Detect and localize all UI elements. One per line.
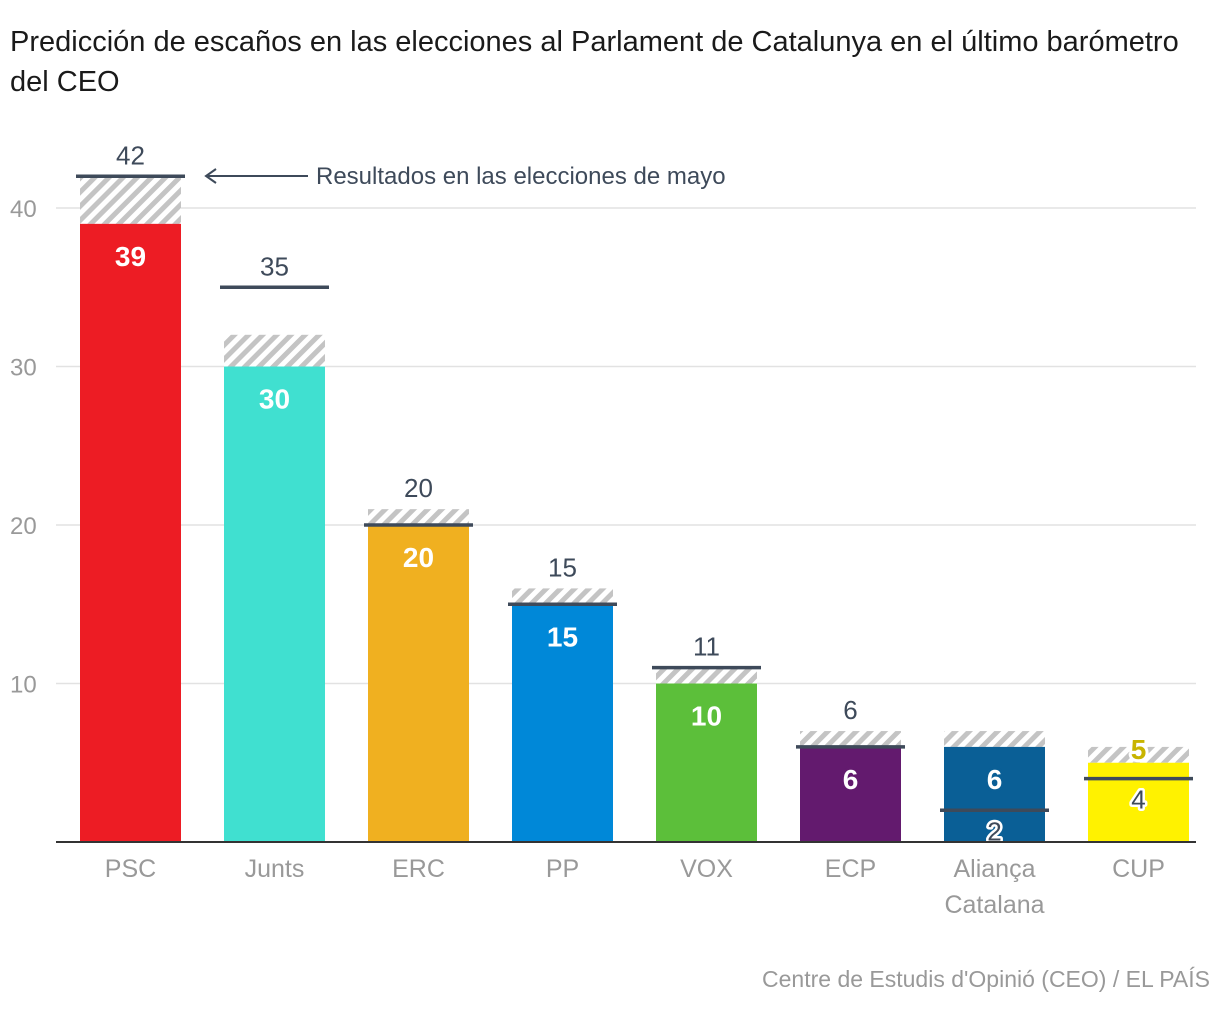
range-band-ecp (800, 731, 901, 747)
category-label-line: CUP (1112, 855, 1165, 883)
category-label-cup: CUP (1112, 855, 1165, 883)
source-credit: Centre de Estudis d'Opinió (CEO) / EL PA… (762, 966, 1210, 992)
range-band-alian-a-catalana (944, 731, 1045, 747)
category-label-ecp: ECP (825, 855, 876, 883)
y-tick-label-40: 40 (10, 196, 37, 223)
range-band-pp (512, 588, 613, 605)
last-election-label-cup: 4 (1131, 785, 1145, 815)
range-band-erc (368, 509, 469, 525)
category-label-line: Catalana (944, 891, 1044, 919)
range-band-junts (224, 334, 325, 367)
annotation-arrow-head (204, 168, 217, 184)
annotation-text: Resultados en las elecciones de mayo (316, 163, 726, 190)
range-band-vox (656, 667, 757, 684)
predicted-label-alian-a-catalana: 6 (987, 764, 1003, 795)
range-band-psc (80, 176, 181, 224)
last-election-label-alian-a-catalana: 2 (987, 816, 1001, 846)
category-label-erc: ERC (392, 855, 445, 883)
category-label-psc: PSC (105, 855, 156, 883)
last-election-label-ecp: 6 (843, 695, 857, 725)
last-election-label-erc: 20 (404, 473, 433, 503)
predicted-label-vox: 10 (691, 701, 722, 732)
bar-junts (224, 366, 325, 842)
last-election-label-junts: 35 (260, 251, 289, 281)
last-election-label-vox: 11 (693, 632, 720, 662)
chart-title: Predicción de escaños en las elecciones … (10, 26, 1179, 98)
predicted-label-junts: 30 (259, 384, 290, 415)
predicted-label-psc: 39 (115, 241, 146, 272)
bar-ecp (800, 746, 901, 842)
range-band-cup (1088, 746, 1189, 763)
last-election-label-psc: 42 (116, 140, 145, 170)
category-label-line: PSC (105, 855, 156, 883)
category-label-line: Aliança (954, 855, 1036, 883)
category-label-vox: VOX (680, 855, 733, 883)
predicted-label-pp: 15 (547, 621, 578, 652)
category-label-pp: PP (546, 855, 579, 883)
bar-psc (80, 223, 181, 843)
category-label-line: PP (546, 855, 579, 883)
bar-erc (368, 525, 469, 842)
y-tick-label-10: 10 (10, 672, 37, 699)
predicted-label-erc: 20 (403, 542, 434, 573)
predicted-label-ecp: 6 (843, 764, 859, 795)
bar-alian-a-catalana (944, 746, 1045, 842)
category-label-junts: Junts (245, 855, 305, 883)
category-label-line: ECP (825, 855, 876, 883)
predicted-label-cup: 5 (1131, 734, 1147, 765)
category-label-line: VOX (680, 855, 733, 883)
bar-pp (512, 604, 613, 842)
y-tick-label-20: 20 (10, 513, 37, 540)
category-label-alian-a-catalana: Aliança Catalana (944, 855, 1044, 919)
category-label-line: Junts (245, 855, 305, 883)
bar-vox (656, 683, 757, 842)
y-tick-label-30: 30 (10, 355, 37, 382)
last-election-label-pp: 15 (548, 552, 577, 582)
bar-cup (1088, 762, 1189, 842)
category-label-line: ERC (392, 855, 445, 883)
